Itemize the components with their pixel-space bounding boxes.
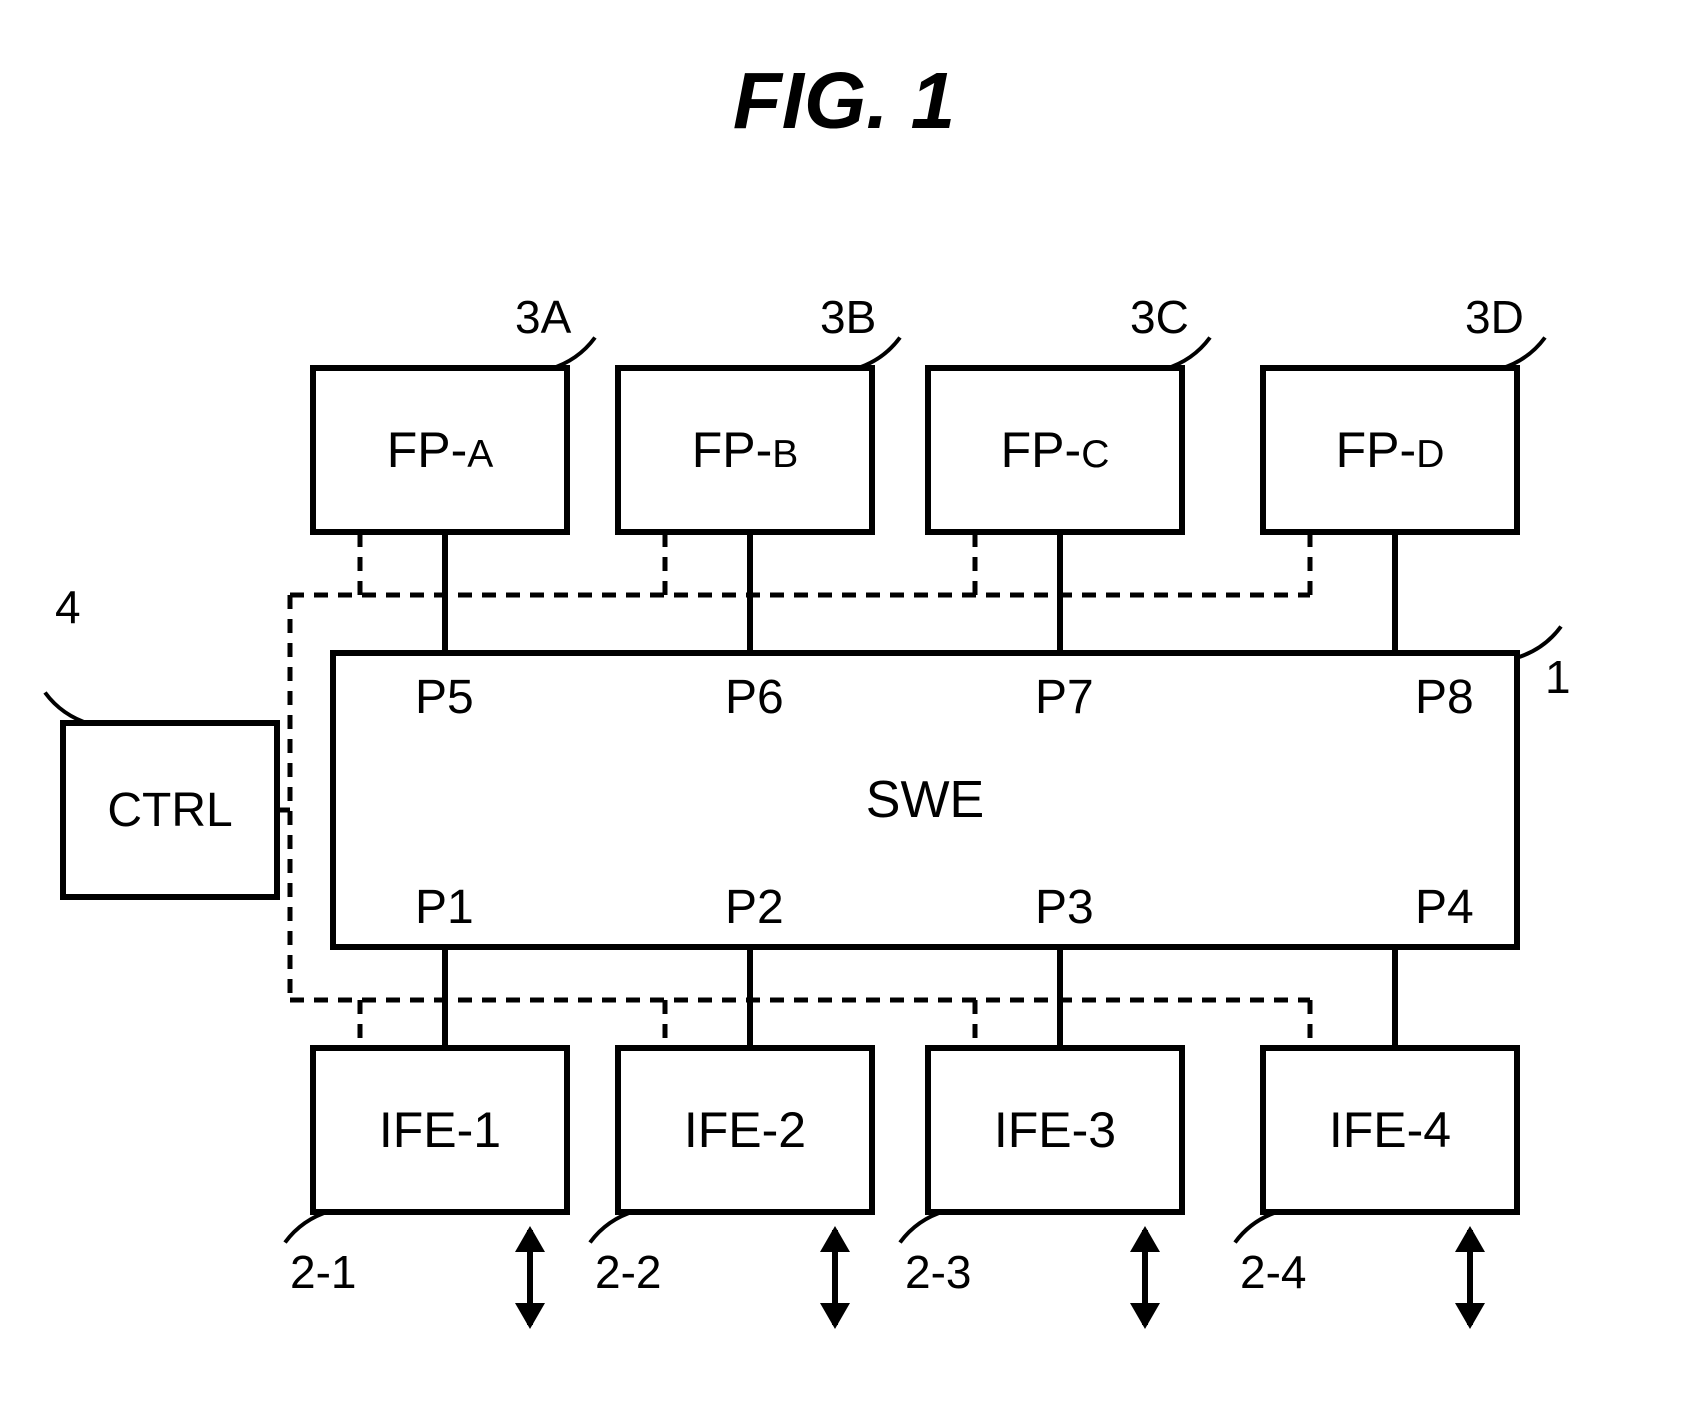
port-p2: P2 — [725, 880, 784, 935]
ife-2-label: IFE-2 — [684, 1101, 806, 1159]
fp-d-block: FP-D — [1260, 365, 1520, 535]
ife-3-ref: 2-3 — [905, 1245, 971, 1299]
ife-4-ref: 2-4 — [1240, 1245, 1306, 1299]
fp-b-block: FP-B — [615, 365, 875, 535]
ife-3-block: IFE-3 — [925, 1045, 1185, 1215]
ife-1-ref: 2-1 — [290, 1245, 356, 1299]
fp-c-label: FP-C — [1001, 421, 1110, 479]
port-p4: P4 — [1415, 880, 1474, 935]
swe-block: SWE — [330, 650, 1520, 950]
fp-c-ref: 3C — [1130, 290, 1189, 344]
fp-a-block: FP-A — [310, 365, 570, 535]
ife-4-label: IFE-4 — [1329, 1101, 1451, 1159]
fp-b-ref: 3B — [820, 290, 876, 344]
ctrl-ref-label: 4 — [55, 580, 81, 634]
fp-b-label: FP-B — [692, 421, 799, 479]
port-p8: P8 — [1415, 670, 1474, 725]
port-p6: P6 — [725, 670, 784, 725]
fp-a-ref: 3A — [515, 290, 571, 344]
fp-d-label: FP-D — [1336, 421, 1445, 479]
port-p5: P5 — [415, 670, 474, 725]
swe-ref-label: 1 — [1545, 650, 1571, 704]
ife-2-ref: 2-2 — [595, 1245, 661, 1299]
port-p7: P7 — [1035, 670, 1094, 725]
fp-a-label: FP-A — [387, 421, 494, 479]
fp-c-block: FP-C — [925, 365, 1185, 535]
swe-label: SWE — [866, 770, 984, 830]
figure-title: FIG. 1 — [0, 55, 1688, 147]
ctrl-block: CTRL — [60, 720, 280, 900]
ife-3-label: IFE-3 — [994, 1101, 1116, 1159]
diagram-container: FIG. 1 CTRL 4 SWE 1 P5 P6 P7 P8 P1 P2 P3… — [0, 0, 1688, 1421]
ife-2-block: IFE-2 — [615, 1045, 875, 1215]
ife-1-label: IFE-1 — [379, 1101, 501, 1159]
ctrl-label: CTRL — [107, 783, 232, 838]
fp-d-ref: 3D — [1465, 290, 1524, 344]
ife-1-block: IFE-1 — [310, 1045, 570, 1215]
port-p3: P3 — [1035, 880, 1094, 935]
ife-4-block: IFE-4 — [1260, 1045, 1520, 1215]
port-p1: P1 — [415, 880, 474, 935]
